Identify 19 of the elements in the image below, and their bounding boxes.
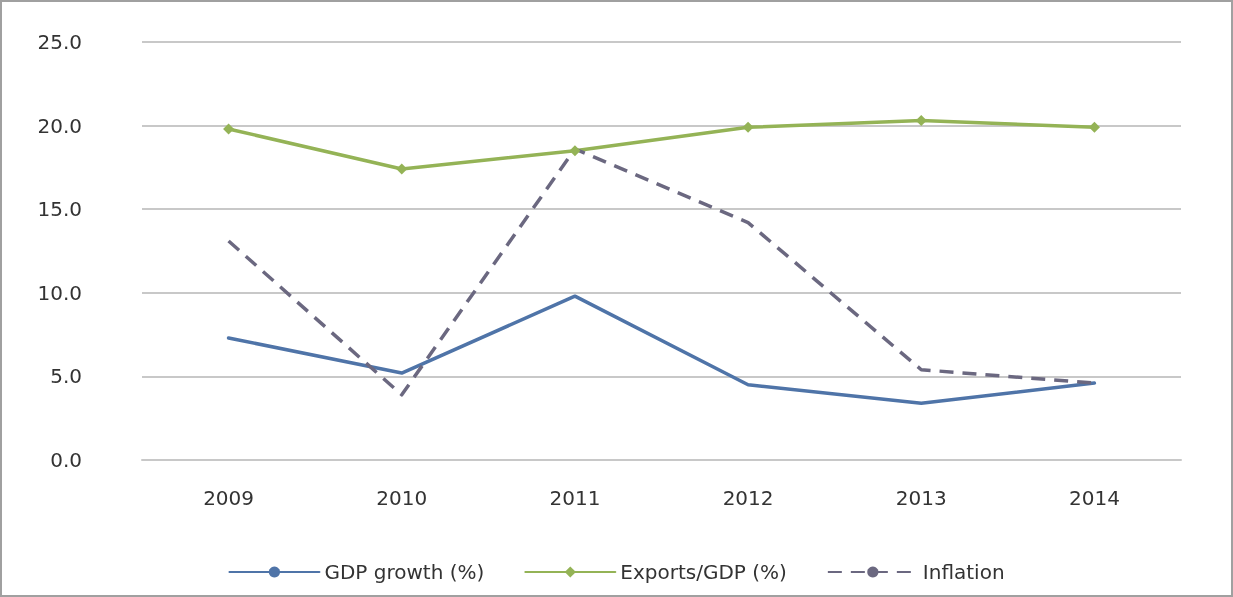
y-tick-label: 5.0 bbox=[50, 364, 82, 389]
x-tick-label: 2014 bbox=[1068, 486, 1120, 510]
point bbox=[223, 123, 235, 135]
x-tick-label: 2012 bbox=[722, 486, 774, 510]
legend-label: GDP growth (%) bbox=[324, 560, 485, 584]
legend-label: Inflation bbox=[922, 560, 1005, 584]
point bbox=[742, 121, 754, 133]
x-tick-label: 2009 bbox=[203, 486, 255, 510]
y-tick-label: 20.0 bbox=[37, 113, 82, 138]
x-tick-label: 2013 bbox=[895, 486, 947, 510]
point bbox=[569, 145, 581, 157]
y-tick-label: 15.0 bbox=[37, 197, 82, 222]
x-tick-label: 2011 bbox=[549, 486, 601, 510]
y-tick-label: 10.0 bbox=[37, 280, 82, 305]
legend-label: Exports/GDP (%) bbox=[620, 560, 787, 584]
y-tick-label: 25.0 bbox=[37, 30, 82, 54]
line-series bbox=[226, 294, 1097, 405]
y-tick-label: 0.0 bbox=[50, 448, 82, 472]
x-tick-label: 2010 bbox=[376, 486, 428, 510]
